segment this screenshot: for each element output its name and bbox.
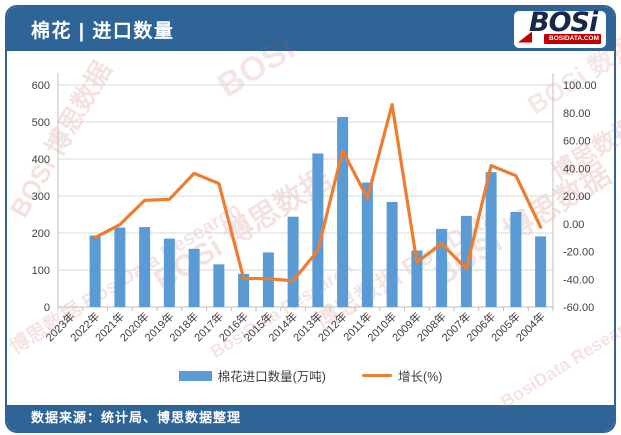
legend-label-line: 增长(%): [397, 370, 443, 384]
bar: [287, 216, 299, 307]
chart-legend: 棉花进口数量(万吨) 增长(%): [0, 366, 621, 385]
svg-text:-20.00: -20.00: [563, 247, 594, 259]
bar: [163, 238, 175, 307]
bar-series: [89, 116, 547, 307]
bar: [411, 250, 423, 307]
x-axis-labels: 2023年2022年2021年2020年2019年2018年2017年2016年…: [43, 309, 548, 344]
bar: [89, 235, 101, 307]
bar: [485, 172, 497, 307]
bar: [213, 264, 225, 307]
axis-lines: [57, 73, 554, 308]
brand-logo: BOSi BOSIDATA.COM: [514, 7, 606, 48]
legend-item-line: 增长(%): [361, 366, 443, 385]
bar: [114, 227, 126, 307]
right-axis-labels: 100.00 80.00 60.00 40.00 20.00 0.00 -20.00 -40.…: [563, 80, 597, 314]
bar: [361, 182, 373, 307]
legend-item-bars: 棉花进口数量(万吨): [178, 366, 326, 385]
bar: [460, 215, 472, 307]
x-axis-ticks: [57, 307, 554, 311]
bar: [188, 248, 200, 307]
bar: [436, 228, 448, 307]
logo-triangle-icon: [518, 31, 532, 43]
gridlines: [58, 84, 553, 271]
source-footer: 数据来源：统计局、博思数据整理: [7, 405, 614, 431]
header-bar: 棉花 | 进口数量 BOSi BOSIDATA.COM: [7, 7, 614, 51]
svg-text:20.00: 20.00: [563, 191, 591, 203]
logo-domain: BOSIDATA.COM: [544, 33, 601, 44]
svg-text:400: 400: [32, 154, 50, 166]
bar: [386, 201, 398, 307]
bar: [510, 211, 522, 307]
svg-text:500: 500: [32, 117, 50, 129]
page-title: 棉花 | 进口数量: [31, 20, 175, 42]
svg-text:60.00: 60.00: [563, 136, 591, 148]
legend-label-bars: 棉花进口数量(万吨): [217, 370, 326, 384]
bar: [337, 116, 349, 307]
legend-line-swatch-icon: [361, 373, 392, 378]
svg-text:-40.00: -40.00: [563, 274, 594, 286]
svg-text:100: 100: [32, 265, 50, 277]
svg-text:100.00: 100.00: [563, 80, 597, 92]
bar: [312, 153, 324, 307]
bar: [535, 236, 547, 307]
svg-text:0: 0: [44, 302, 50, 314]
svg-text:600: 600: [32, 80, 50, 92]
growth-line: [93, 102, 543, 283]
svg-text:40.00: 40.00: [563, 163, 591, 175]
legend-bar-swatch-icon: [178, 370, 212, 381]
bar: [238, 273, 250, 307]
logo-wordmark: BOSi: [529, 6, 598, 38]
left-axis-labels: 600 500 400 300 200 100 0: [32, 80, 50, 314]
svg-text:-60.00: -60.00: [563, 302, 594, 314]
svg-text:300: 300: [32, 191, 50, 203]
svg-text:0.00: 0.00: [563, 219, 584, 231]
bar: [139, 227, 151, 307]
svg-text:80.00: 80.00: [563, 108, 591, 120]
svg-text:200: 200: [32, 228, 50, 240]
